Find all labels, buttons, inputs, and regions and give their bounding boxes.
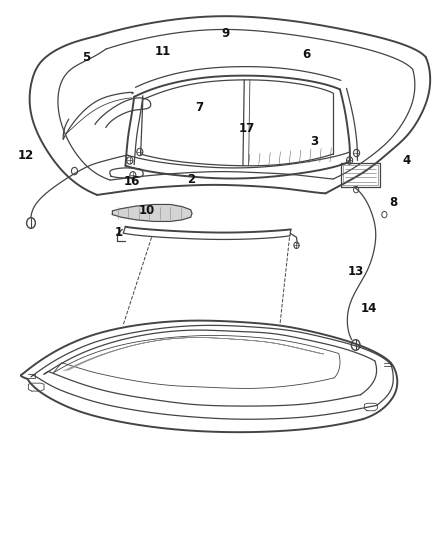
Text: 2: 2 (187, 173, 195, 185)
Text: 9: 9 (221, 27, 230, 39)
Text: 7: 7 (195, 101, 204, 114)
Text: 12: 12 (17, 149, 33, 161)
Text: 8: 8 (389, 196, 397, 209)
Text: 3: 3 (311, 135, 319, 148)
Text: 17: 17 (239, 122, 255, 135)
Text: 16: 16 (124, 175, 140, 188)
Text: 11: 11 (154, 45, 170, 58)
Text: 4: 4 (402, 154, 410, 167)
Text: 13: 13 (348, 265, 364, 278)
Text: 5: 5 (82, 51, 90, 63)
Text: 6: 6 (302, 48, 310, 61)
Text: 10: 10 (139, 204, 155, 217)
Text: 1: 1 (115, 225, 123, 239)
Polygon shape (113, 205, 192, 221)
Text: 14: 14 (361, 302, 378, 316)
